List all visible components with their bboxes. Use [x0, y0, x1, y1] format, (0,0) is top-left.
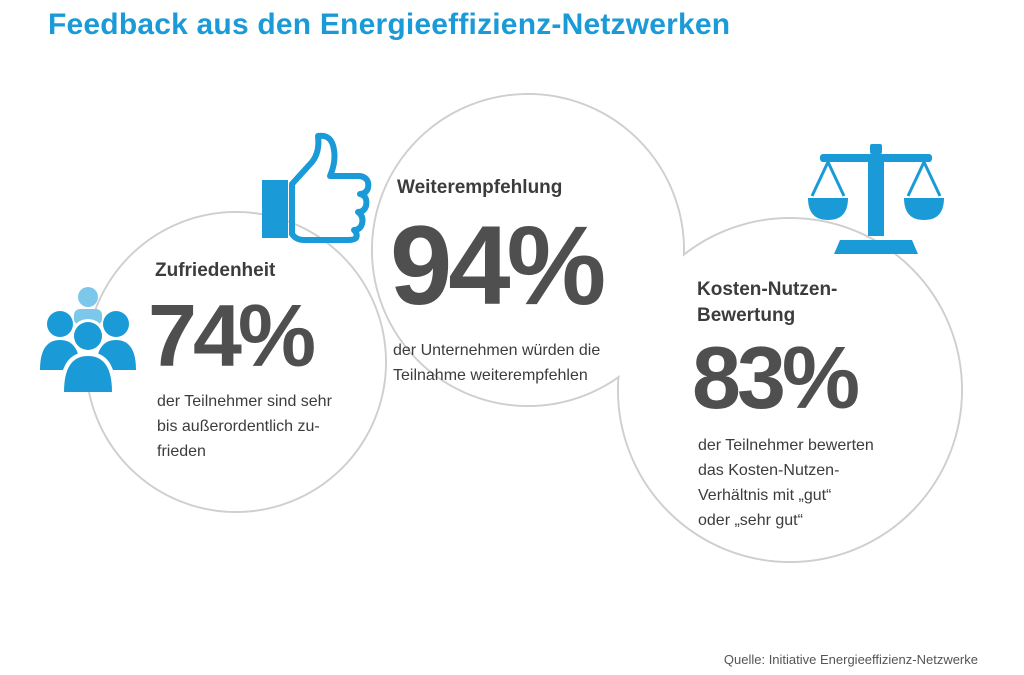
- recommendation-value: 94: [390, 203, 511, 328]
- bubble-right-outline: [617, 217, 963, 563]
- cost-benefit-percentage: 83%: [692, 334, 860, 422]
- source-note: Quelle: Initiative Energieeffizienz-Netz…: [723, 652, 978, 667]
- balance-scale-icon: [808, 144, 944, 254]
- description-line: der Teilnehmer bewerten: [698, 437, 874, 454]
- recommendation-label: Weiterempfehlung: [397, 177, 563, 198]
- page-title: Feedback aus den Energieeffizienz-Netzwe…: [48, 8, 731, 41]
- satisfaction-label: Zufriedenheit: [155, 260, 276, 281]
- satisfaction-unit: %: [237, 286, 317, 385]
- cost-benefit-description: der Teilnehmer bewerten das Kosten-Nutze…: [698, 433, 874, 533]
- satisfaction-value: 74: [148, 286, 242, 385]
- recommendation-percentage: 94%: [390, 210, 606, 322]
- recommendation-description: der Unternehmen würden die Teilnahme wei…: [393, 338, 600, 388]
- description-line: Teilnahme weiterempfehlen: [393, 367, 588, 384]
- description-line: bis außerordentlich zu-: [157, 418, 320, 435]
- cost-benefit-value: 83: [692, 328, 786, 427]
- cost-benefit-unit: %: [781, 328, 861, 427]
- bubble-fills: [87, 95, 961, 561]
- label-line: Kosten-Nutzen-: [697, 279, 838, 300]
- cost-benefit-label: Kosten-Nutzen- Bewertung: [697, 277, 837, 329]
- bubble-center-outline: [371, 93, 685, 407]
- satisfaction-percentage: 74%: [148, 292, 316, 380]
- thumbs-up-icon: [262, 132, 372, 243]
- description-line: das Kosten-Nutzen-: [698, 462, 840, 479]
- recommendation-unit: %: [506, 203, 607, 328]
- description-line: frieden: [157, 443, 206, 460]
- people-group-icon: [40, 287, 136, 392]
- description-line: der Unternehmen würden die: [393, 342, 601, 359]
- description-line: oder „sehr gut“: [698, 512, 803, 529]
- satisfaction-description: der Teilnehmer sind sehr bis außerordent…: [157, 389, 332, 464]
- description-line: Verhältnis mit „gut“: [698, 487, 832, 504]
- label-line: Bewertung: [697, 305, 796, 326]
- description-line: der Teilnehmer sind sehr: [157, 393, 332, 410]
